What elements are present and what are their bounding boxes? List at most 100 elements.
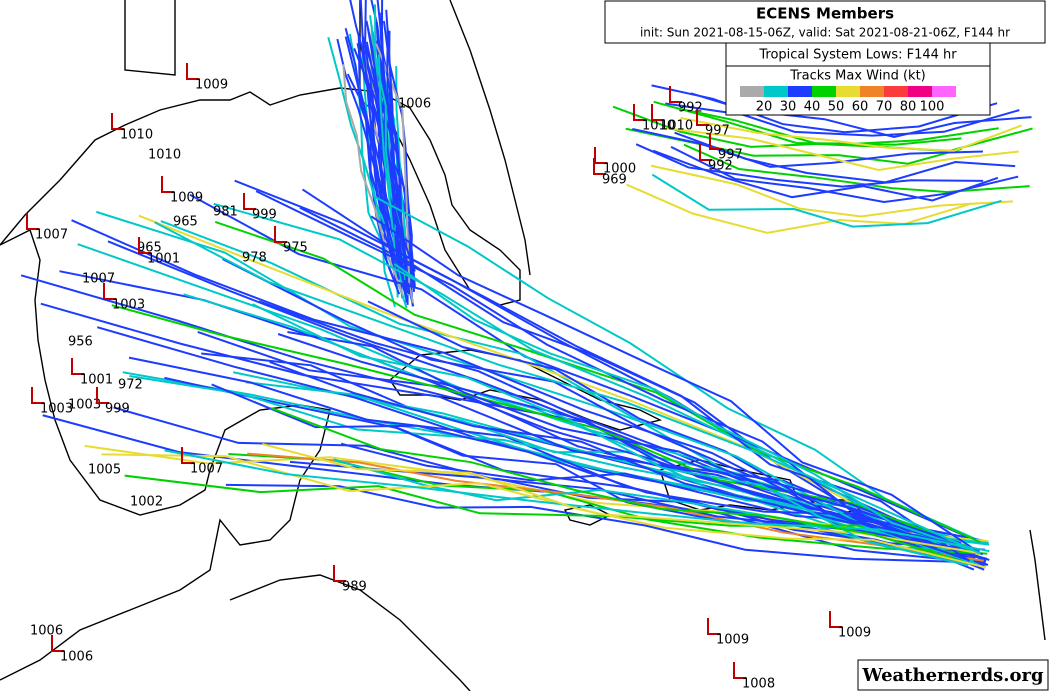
- low-pressure-label: 981: [213, 205, 238, 220]
- low-symbol: [699, 144, 712, 161]
- low-pressure-label: 1000: [603, 162, 636, 177]
- track: [252, 303, 969, 567]
- wind-swatch: [884, 86, 908, 97]
- track: [680, 116, 1022, 152]
- low-pressure-label: 1009: [716, 633, 749, 648]
- track: [382, 20, 408, 279]
- low-pressure-label: 1007: [35, 228, 68, 243]
- low-pressure-label: 1005: [88, 463, 121, 478]
- track: [287, 331, 965, 549]
- low-symbol: [733, 662, 746, 679]
- track: [653, 100, 999, 145]
- track: [651, 173, 1002, 228]
- watermark-box: Weathernerds.org: [857, 659, 1049, 691]
- track: [270, 407, 965, 563]
- low-symbol: [709, 133, 722, 150]
- wind-label: 40: [804, 100, 821, 115]
- low-symbol: [51, 635, 64, 652]
- track: [635, 143, 984, 188]
- wind-label: 70: [876, 100, 893, 115]
- legend-title: Tropical System Lows: F144 hr: [758, 48, 957, 63]
- low-symbol: [633, 104, 646, 121]
- wind-label: 20: [756, 100, 773, 115]
- low-pressure-label: 1006: [398, 97, 431, 112]
- low-symbol: [829, 611, 842, 628]
- low-symbol: [186, 63, 199, 80]
- low-pressure-label: 1001: [80, 373, 113, 388]
- low-symbol: [181, 447, 194, 464]
- low-symbol: [333, 565, 346, 582]
- low-pressure-label: 1008: [742, 677, 775, 691]
- track: [650, 164, 1013, 218]
- track: [344, 27, 400, 280]
- low-pressure-label: 989: [342, 580, 367, 595]
- track: [129, 375, 989, 544]
- low-pressure-label: 997: [705, 124, 730, 139]
- track: [197, 331, 990, 561]
- low-pressure-label: 999: [105, 402, 130, 417]
- track: [626, 183, 972, 234]
- track: [394, 426, 967, 566]
- wind-swatch: [860, 86, 884, 97]
- low-pressure-label: 1002: [130, 495, 163, 510]
- wind-label: 30: [780, 100, 797, 115]
- low-symbol: [651, 104, 664, 121]
- wind-scale: 20 30 40 50 60 70 80 100: [740, 86, 956, 115]
- low-symbol: [103, 283, 116, 300]
- low-symbol: [138, 237, 151, 254]
- low-pressure-label: 956: [68, 335, 93, 350]
- low-symbol: [707, 618, 720, 635]
- track: [674, 131, 1016, 184]
- tracks: [20, 0, 1033, 571]
- track: [632, 128, 983, 168]
- low-pressure-label: 999: [252, 208, 277, 223]
- track: [670, 146, 1019, 204]
- low-pressure-label: 1007: [190, 462, 223, 477]
- track: [367, 28, 408, 303]
- low-pressure-label: 1003: [40, 402, 73, 417]
- low-pressure-label: 1007: [82, 272, 115, 287]
- track: [154, 221, 981, 555]
- low-pressure-label: 1003: [68, 398, 101, 413]
- low-pressure-label: 1001: [147, 252, 180, 267]
- track: [101, 453, 981, 555]
- low-symbol: [111, 113, 124, 130]
- track: [164, 449, 990, 553]
- track: [346, 73, 401, 295]
- title-frame: [604, 0, 1046, 44]
- low-pressure-label: 978: [242, 251, 267, 266]
- low-pressure-label: 965: [137, 241, 162, 256]
- wind-swatch: [836, 86, 860, 97]
- track: [665, 127, 1019, 172]
- low-symbol: [669, 86, 682, 103]
- wind-label: 100: [920, 100, 945, 115]
- subtitle: init: Sun 2021-08-15-06Z, valid: Sat 202…: [640, 26, 1010, 40]
- track: [370, 215, 984, 556]
- wind-swatch: [812, 86, 836, 97]
- track: [277, 333, 976, 559]
- track: [301, 188, 970, 562]
- low-pressure-label: 997: [718, 148, 743, 163]
- watermark: Weathernerds.org: [861, 665, 1044, 686]
- low-pressure-label: 1003: [112, 298, 145, 313]
- track: [71, 219, 968, 561]
- track: [189, 193, 982, 544]
- track: [40, 302, 976, 550]
- low-pressure-label: 992: [708, 159, 733, 174]
- track: [222, 258, 970, 552]
- low-pressure-label: 972: [118, 378, 143, 393]
- low-symbol: [274, 226, 287, 243]
- wind-swatch: [740, 86, 764, 97]
- watermark-frame: [857, 659, 1049, 691]
- track: [375, 196, 981, 542]
- track: [214, 220, 981, 543]
- low-pressure-label: 1010: [642, 119, 675, 134]
- wind-swatch: [908, 86, 932, 97]
- low-pressure-label: 969: [602, 173, 627, 188]
- low-pressure-label: 975: [283, 241, 308, 256]
- low-pressure-label: 1006: [30, 624, 63, 639]
- wind-label: 80: [900, 100, 917, 115]
- low-pressure-label: 1009: [170, 191, 203, 206]
